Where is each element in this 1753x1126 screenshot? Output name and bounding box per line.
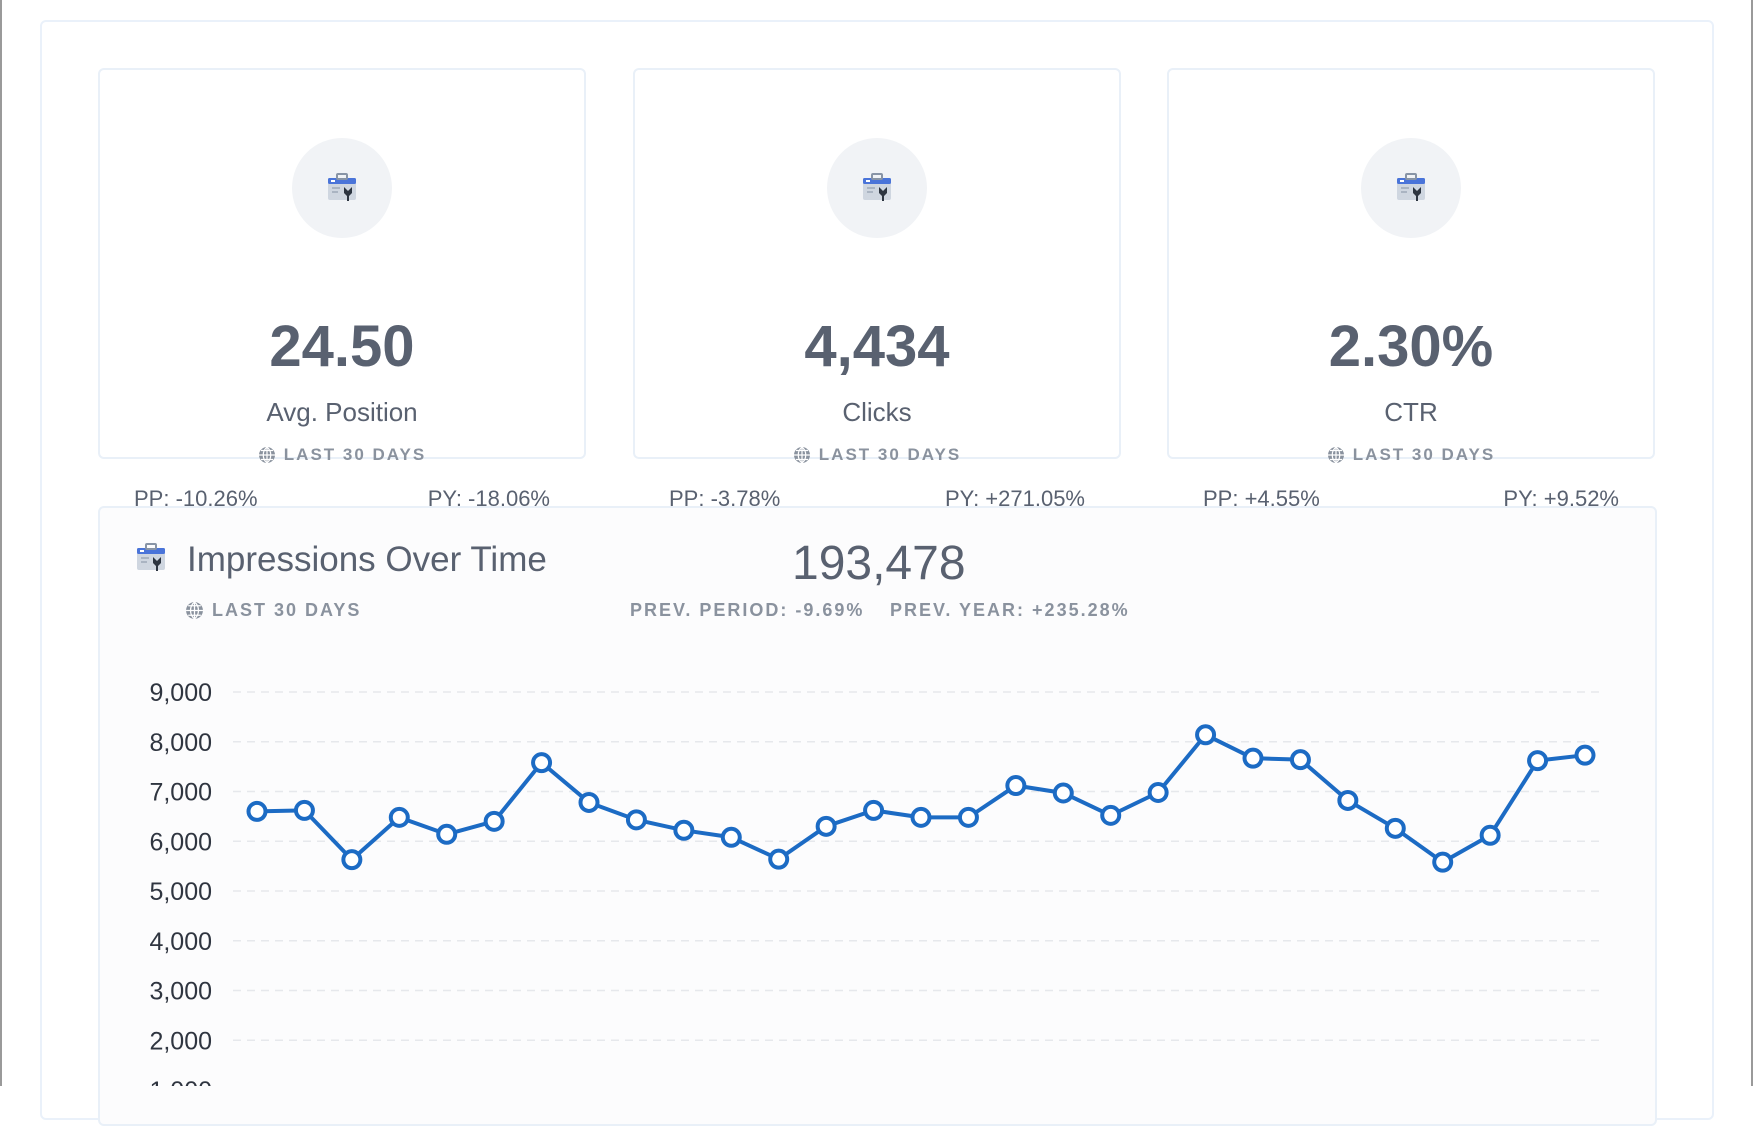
chart-period: LAST 30 DAYS bbox=[185, 600, 361, 621]
data-point[interactable] bbox=[1100, 804, 1122, 826]
globe-icon bbox=[1327, 446, 1344, 464]
search-console-icon bbox=[827, 138, 927, 238]
metric-label: CTR bbox=[1384, 397, 1438, 427]
y-tick-label: 1,000 bbox=[149, 1077, 212, 1086]
y-tick-label: 2,000 bbox=[149, 1027, 212, 1055]
y-tick-label: 5,000 bbox=[149, 878, 212, 906]
impressions-prev-period: PREV. PERIOD: -9.69% bbox=[630, 600, 865, 620]
data-point[interactable] bbox=[1147, 781, 1169, 803]
window-frame-left bbox=[0, 0, 2, 1086]
data-point[interactable] bbox=[957, 806, 979, 828]
impressions-prev-year: PREV. YEAR: +235.28% bbox=[890, 600, 1130, 620]
metric-value: 4,434 bbox=[804, 314, 950, 379]
metric-value: 24.50 bbox=[269, 314, 415, 379]
period-label: LAST 30 DAYS bbox=[818, 445, 962, 464]
data-point[interactable] bbox=[863, 799, 885, 821]
search-console-icon bbox=[1361, 138, 1461, 238]
search-console-icon bbox=[292, 138, 392, 238]
y-tick-label: 9,000 bbox=[149, 679, 212, 707]
series-line bbox=[256, 732, 1586, 865]
data-point[interactable] bbox=[578, 791, 600, 813]
data-point[interactable] bbox=[388, 806, 410, 828]
metric-period: LAST 30 DAYS bbox=[1169, 445, 1653, 465]
search-console-icon bbox=[134, 542, 168, 579]
data-point[interactable] bbox=[436, 823, 458, 845]
data-point[interactable] bbox=[531, 752, 553, 774]
y-tick-label: 3,000 bbox=[149, 978, 212, 1006]
metric-card-clicks: 4,434 Clicks LAST 30 DAYS PP: -3.78% PY:… bbox=[633, 68, 1121, 511]
data-point[interactable] bbox=[768, 848, 790, 870]
metric-value: 2.30% bbox=[1328, 314, 1494, 379]
metric-label: Avg. Position bbox=[266, 397, 418, 427]
window-frame-right bbox=[1751, 0, 1753, 1086]
impressions-total: 193,478 bbox=[792, 537, 966, 590]
globe-icon bbox=[186, 601, 203, 620]
metric-label: Clicks bbox=[842, 397, 912, 427]
data-point[interactable] bbox=[483, 810, 505, 832]
data-point[interactable] bbox=[720, 826, 742, 848]
impressions-line-chart: 1,000 2,000 3,000 4,000 5,000 6,000 7,000 8,000… bbox=[149, 679, 1605, 1086]
data-point[interactable] bbox=[625, 809, 647, 831]
metric-card-ctr: 2.30% CTR LAST 30 DAYS PP: +4.55% PY: +9… bbox=[1167, 68, 1655, 511]
globe-icon bbox=[793, 446, 810, 464]
chart-title: Impressions Over Time bbox=[187, 540, 547, 579]
data-point[interactable] bbox=[341, 849, 363, 871]
data-point[interactable] bbox=[1574, 744, 1596, 766]
data-point[interactable] bbox=[1384, 817, 1406, 839]
metric-period: LAST 30 DAYS bbox=[635, 445, 1119, 465]
data-point[interactable] bbox=[1289, 749, 1311, 771]
data-point[interactable] bbox=[1527, 750, 1549, 772]
period-label: LAST 30 DAYS bbox=[212, 600, 362, 620]
data-point[interactable] bbox=[1479, 824, 1501, 846]
data-point[interactable] bbox=[1337, 789, 1359, 811]
metric-card-avg-position: 24.50 Avg. Position LAST 30 DAYS PP: -10… bbox=[98, 68, 586, 511]
y-tick-label: 4,000 bbox=[149, 928, 212, 956]
data-point[interactable] bbox=[246, 800, 268, 822]
y-tick-label: 8,000 bbox=[149, 729, 212, 757]
metric-period: LAST 30 DAYS bbox=[100, 445, 584, 465]
data-point[interactable] bbox=[293, 799, 315, 821]
globe-icon bbox=[258, 446, 275, 464]
data-point[interactable] bbox=[815, 815, 837, 837]
y-tick-label: 6,000 bbox=[149, 828, 212, 856]
data-point[interactable] bbox=[673, 819, 695, 841]
data-point[interactable] bbox=[1242, 747, 1264, 769]
y-tick-label: 7,000 bbox=[149, 779, 212, 807]
data-point[interactable] bbox=[910, 806, 932, 828]
data-point[interactable] bbox=[1195, 724, 1217, 746]
data-point[interactable] bbox=[1432, 851, 1454, 873]
data-point[interactable] bbox=[1005, 775, 1027, 797]
period-label: LAST 30 DAYS bbox=[1352, 445, 1496, 464]
data-point[interactable] bbox=[1052, 782, 1074, 804]
period-label: LAST 30 DAYS bbox=[283, 445, 427, 464]
